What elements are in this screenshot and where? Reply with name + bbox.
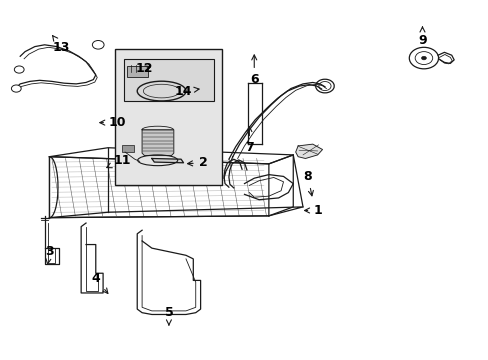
Text: 1: 1 xyxy=(304,204,322,217)
Text: 10: 10 xyxy=(100,116,126,129)
Text: 3: 3 xyxy=(45,245,54,264)
Circle shape xyxy=(11,85,21,92)
Polygon shape xyxy=(295,144,322,158)
Polygon shape xyxy=(152,158,183,163)
Text: 4: 4 xyxy=(91,272,108,293)
Circle shape xyxy=(14,66,24,73)
Text: 14: 14 xyxy=(174,85,199,98)
Text: 5: 5 xyxy=(164,306,173,325)
Bar xyxy=(122,145,134,152)
Text: 9: 9 xyxy=(417,27,426,47)
Bar xyxy=(115,49,221,185)
Bar xyxy=(127,66,148,77)
Polygon shape xyxy=(142,130,173,156)
Bar xyxy=(123,59,213,101)
Circle shape xyxy=(421,56,426,60)
Text: 13: 13 xyxy=(52,36,70,54)
Text: 12: 12 xyxy=(136,62,153,75)
Text: 7: 7 xyxy=(244,127,253,154)
Text: 6: 6 xyxy=(249,55,258,86)
Text: 11: 11 xyxy=(106,154,131,168)
Text: 2: 2 xyxy=(187,156,207,169)
Text: 8: 8 xyxy=(303,170,313,196)
